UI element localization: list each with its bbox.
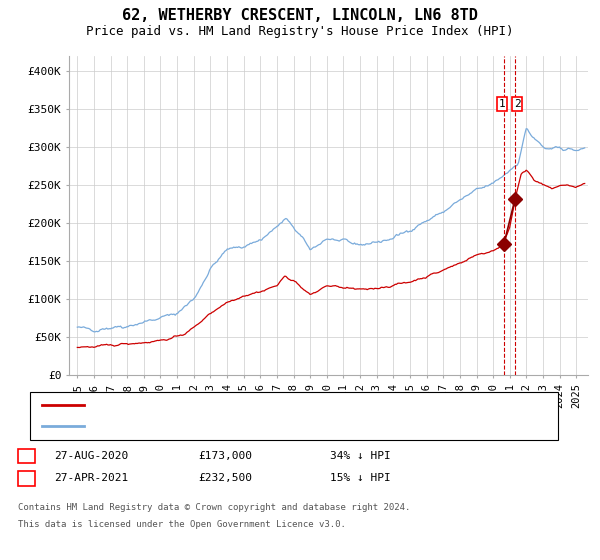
Text: 62, WETHERBY CRESCENT, LINCOLN, LN6 8TD: 62, WETHERBY CRESCENT, LINCOLN, LN6 8TD (122, 8, 478, 24)
Text: 34% ↓ HPI: 34% ↓ HPI (330, 451, 391, 461)
Text: 1: 1 (499, 99, 505, 109)
Text: Contains HM Land Registry data © Crown copyright and database right 2024.: Contains HM Land Registry data © Crown c… (18, 503, 410, 512)
Text: 15% ↓ HPI: 15% ↓ HPI (330, 473, 391, 483)
Text: £232,500: £232,500 (198, 473, 252, 483)
Text: 1: 1 (23, 451, 30, 461)
Text: 2: 2 (514, 99, 521, 109)
Text: 27-AUG-2020: 27-AUG-2020 (54, 451, 128, 461)
Text: Price paid vs. HM Land Registry's House Price Index (HPI): Price paid vs. HM Land Registry's House … (86, 25, 514, 38)
Text: 2: 2 (23, 473, 30, 483)
Text: This data is licensed under the Open Government Licence v3.0.: This data is licensed under the Open Gov… (18, 520, 346, 529)
Text: 62, WETHERBY CRESCENT, LINCOLN, LN6 8TD (detached house): 62, WETHERBY CRESCENT, LINCOLN, LN6 8TD … (90, 400, 440, 410)
Text: HPI: Average price, detached house, North Kesteven: HPI: Average price, detached house, Nort… (90, 421, 403, 431)
Text: 27-APR-2021: 27-APR-2021 (54, 473, 128, 483)
Text: £173,000: £173,000 (198, 451, 252, 461)
